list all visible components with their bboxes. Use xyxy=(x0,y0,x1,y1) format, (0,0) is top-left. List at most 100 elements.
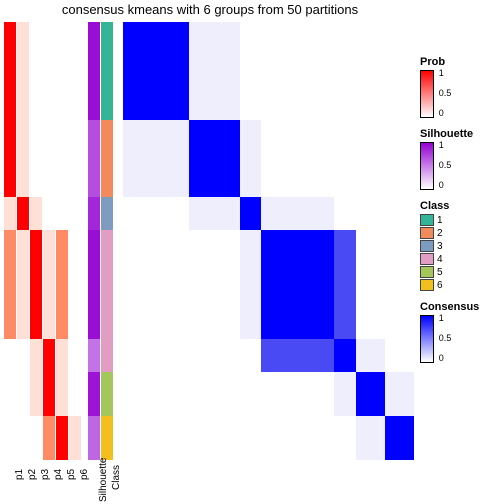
heatmap-cell xyxy=(196,208,203,219)
track-cell xyxy=(101,77,113,88)
track-cell xyxy=(88,66,100,77)
heatmap-cell xyxy=(189,186,196,197)
heatmap-cell xyxy=(334,372,341,383)
heatmap-row xyxy=(123,328,414,339)
track-cell xyxy=(17,120,29,131)
heatmap-cell xyxy=(400,328,407,339)
heatmap-cell xyxy=(349,208,356,219)
track-cell xyxy=(88,405,100,416)
heatmap-cell xyxy=(210,317,217,328)
heatmap-cell xyxy=(290,449,297,460)
track-cell xyxy=(17,44,29,55)
heatmap-cell xyxy=(327,88,334,99)
heatmap-cell xyxy=(276,274,283,285)
heatmap-cell xyxy=(167,317,174,328)
heatmap-cell xyxy=(152,350,159,361)
heatmap-cell xyxy=(327,230,334,241)
legend-class-swatch xyxy=(420,227,434,239)
heatmap-cell xyxy=(247,339,254,350)
heatmap-cell xyxy=(385,263,392,274)
heatmap-cell xyxy=(283,175,290,186)
heatmap-cell xyxy=(210,405,217,416)
heatmap-cell xyxy=(123,274,130,285)
track-cell xyxy=(88,383,100,394)
heatmap-cell xyxy=(189,285,196,296)
heatmap-cell xyxy=(327,405,334,416)
heatmap-cell xyxy=(174,427,181,438)
legend-prob-ticks: 10.50 xyxy=(439,70,469,118)
heatmap-cell xyxy=(240,263,247,274)
heatmap-cell xyxy=(174,438,181,449)
heatmap-cell xyxy=(356,186,363,197)
heatmap-cell xyxy=(210,274,217,285)
heatmap-cell xyxy=(276,350,283,361)
heatmap-cell xyxy=(290,416,297,427)
heatmap-cell xyxy=(196,295,203,306)
heatmap-cell xyxy=(152,405,159,416)
heatmap-cell xyxy=(167,55,174,66)
track-cell xyxy=(56,55,68,66)
heatmap-cell xyxy=(181,241,188,252)
heatmap-cell xyxy=(123,328,130,339)
heatmap-cell xyxy=(174,55,181,66)
heatmap-cell xyxy=(334,55,341,66)
heatmap-cell xyxy=(196,263,203,274)
heatmap-cell xyxy=(261,438,268,449)
heatmap-cell xyxy=(210,339,217,350)
heatmap-cell xyxy=(269,175,276,186)
heatmap-cell xyxy=(298,22,305,33)
heatmap-cell xyxy=(159,252,166,263)
track-cell xyxy=(17,274,29,285)
heatmap-cell xyxy=(276,317,283,328)
heatmap-cell xyxy=(240,361,247,372)
heatmap-cell xyxy=(196,383,203,394)
heatmap-cell xyxy=(145,219,152,230)
heatmap-cell xyxy=(261,383,268,394)
heatmap-cell xyxy=(152,175,159,186)
heatmap-cell xyxy=(385,295,392,306)
heatmap-cell xyxy=(130,339,137,350)
heatmap-cell xyxy=(196,131,203,142)
track-cell xyxy=(30,164,42,175)
heatmap-cell xyxy=(378,131,385,142)
heatmap-cell xyxy=(400,361,407,372)
heatmap-cell xyxy=(152,252,159,263)
heatmap-cell xyxy=(392,350,399,361)
heatmap-cell xyxy=(232,427,239,438)
heatmap-cell xyxy=(385,55,392,66)
track-cell xyxy=(30,416,42,427)
heatmap-cell xyxy=(152,427,159,438)
heatmap-cell xyxy=(138,405,145,416)
heatmap-cell xyxy=(334,339,341,350)
heatmap-cell xyxy=(334,33,341,44)
heatmap-cell xyxy=(210,22,217,33)
legend-consensus-gradient xyxy=(420,315,434,363)
heatmap-cell xyxy=(232,142,239,153)
heatmap-cell xyxy=(240,274,247,285)
track-cell xyxy=(88,295,100,306)
heatmap-cell xyxy=(240,295,247,306)
heatmap-cell xyxy=(407,153,414,164)
legend-prob: Prob 10.50 xyxy=(420,56,502,118)
heatmap-cell xyxy=(174,22,181,33)
track-cell xyxy=(30,285,42,296)
heatmap-cell xyxy=(174,142,181,153)
track-cell xyxy=(4,208,16,219)
heatmap-cell xyxy=(167,427,174,438)
heatmap-row xyxy=(123,350,414,361)
heatmap-cell xyxy=(349,263,356,274)
heatmap-cell xyxy=(378,208,385,219)
heatmap-cell xyxy=(305,22,312,33)
heatmap-cell xyxy=(189,383,196,394)
heatmap-cell xyxy=(371,186,378,197)
heatmap-cell xyxy=(356,274,363,285)
heatmap-cell xyxy=(138,449,145,460)
heatmap-cell xyxy=(123,361,130,372)
heatmap-cell xyxy=(225,405,232,416)
heatmap-cell xyxy=(371,44,378,55)
track-cell xyxy=(56,416,68,427)
heatmap-cell xyxy=(378,317,385,328)
heatmap-cell xyxy=(327,197,334,208)
heatmap-cell xyxy=(298,230,305,241)
heatmap-cell xyxy=(407,285,414,296)
